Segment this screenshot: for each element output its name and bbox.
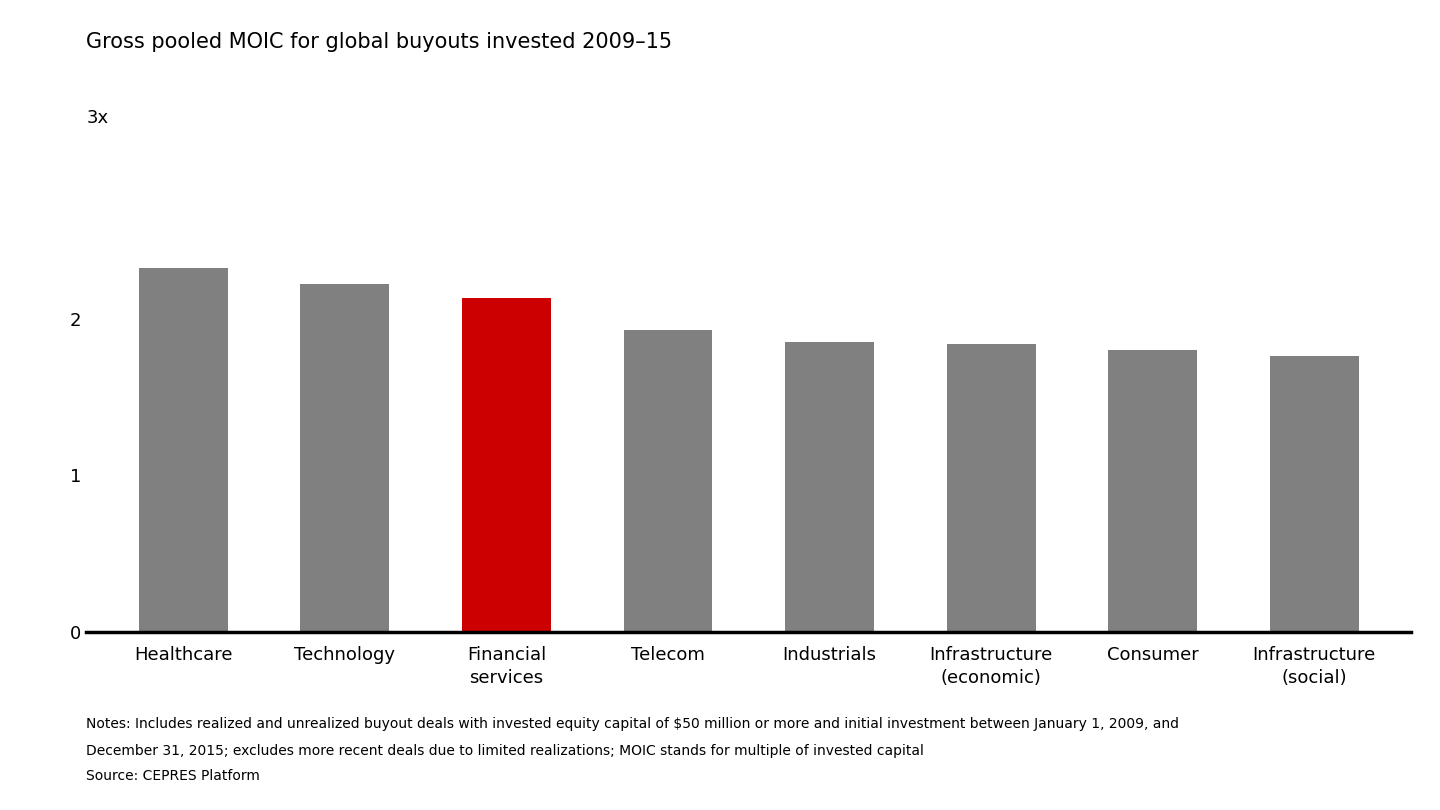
Bar (785, 342, 874, 632)
Text: December 31, 2015; excludes more recent deals due to limited realizations; MOIC : December 31, 2015; excludes more recent … (86, 744, 924, 757)
Bar (1109, 350, 1197, 632)
Bar (624, 330, 713, 632)
Bar (462, 298, 552, 632)
Bar (946, 343, 1035, 632)
Bar (301, 284, 389, 632)
Text: Gross pooled MOIC for global buyouts invested 2009–15: Gross pooled MOIC for global buyouts inv… (86, 32, 672, 53)
Text: 3x: 3x (86, 109, 108, 127)
Bar (138, 268, 228, 632)
Text: Source: CEPRES Platform: Source: CEPRES Platform (86, 770, 261, 783)
Text: Notes: Includes realized and unrealized buyout deals with invested equity capita: Notes: Includes realized and unrealized … (86, 717, 1179, 731)
Bar (1270, 356, 1359, 632)
